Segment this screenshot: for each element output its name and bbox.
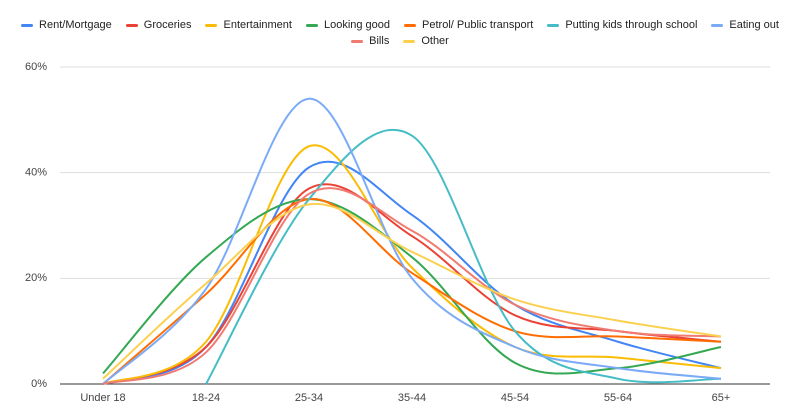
legend-label: Entertainment bbox=[223, 19, 292, 31]
legend-item: Groceries bbox=[125, 19, 192, 31]
legend-key bbox=[351, 39, 364, 43]
series-line bbox=[102, 202, 722, 380]
legend-label: Looking good bbox=[323, 19, 391, 31]
x-tick-label: 35-44 bbox=[398, 392, 426, 404]
legend-label: Petrol/ Public transport bbox=[422, 19, 534, 31]
legend-key bbox=[547, 23, 560, 27]
y-tick-label: 60% bbox=[25, 61, 47, 73]
series-line bbox=[102, 144, 722, 385]
legend-item: Bills bbox=[351, 35, 389, 47]
legend-item: Putting kids through school bbox=[547, 19, 697, 31]
legend-item: Rent/Mortgage bbox=[21, 19, 112, 31]
legend-item: Looking good bbox=[305, 19, 391, 31]
legend-key bbox=[711, 23, 724, 27]
legend-item: Petrol/ Public transport bbox=[404, 19, 533, 31]
y-tick-label: 40% bbox=[25, 167, 47, 179]
x-tick-label: 45-54 bbox=[501, 392, 529, 404]
legend-label: Rent/Mortgage bbox=[39, 19, 112, 31]
y-tick-label: 0% bbox=[31, 378, 47, 390]
legend-label: Other bbox=[421, 35, 449, 47]
legend-key bbox=[205, 23, 218, 27]
legend-label: Eating out bbox=[729, 19, 779, 31]
legend-item: Entertainment bbox=[205, 19, 292, 31]
x-tick-label: 65+ bbox=[712, 392, 731, 404]
legend-key bbox=[305, 23, 318, 27]
x-tick-label: 55-64 bbox=[604, 392, 632, 404]
legend-key bbox=[404, 23, 417, 27]
series-line bbox=[102, 198, 722, 375]
legend-key bbox=[125, 23, 138, 27]
legend-key bbox=[403, 39, 416, 43]
series-line bbox=[205, 128, 722, 385]
legend-item: Other bbox=[403, 35, 449, 47]
legend-key bbox=[21, 23, 34, 27]
series-line bbox=[102, 97, 722, 385]
legend: Rent/Mortgage Groceries Entertainment Looki… bbox=[20, 19, 780, 47]
x-tick-label: 25-34 bbox=[295, 392, 323, 404]
series-line bbox=[102, 187, 722, 385]
x-tick-label: Under 18 bbox=[80, 392, 125, 404]
legend-label: Putting kids through school bbox=[565, 19, 698, 31]
legend-label: Bills bbox=[369, 35, 390, 47]
y-tick-label: 20% bbox=[25, 272, 47, 284]
legend-label: Groceries bbox=[143, 19, 192, 31]
legend-item: Eating out bbox=[711, 19, 779, 31]
x-tick-label: 18-24 bbox=[192, 392, 220, 404]
